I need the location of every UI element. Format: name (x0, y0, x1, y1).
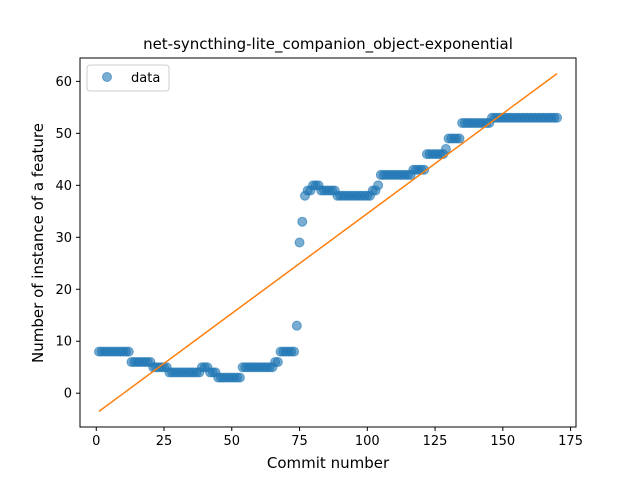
x-axis-ticks: 0 25 50 75 100 125 150 175 (92, 427, 583, 449)
x-tick-label-0: 0 (92, 434, 100, 449)
legend-label-data: data (131, 71, 160, 86)
y-tick-label-30: 30 (55, 231, 72, 246)
x-tick-label-50: 50 (224, 434, 241, 449)
y-tick-label-40: 40 (55, 179, 72, 194)
data-point-103 (373, 180, 384, 191)
data-point-133 (454, 133, 465, 144)
y-tick-label-10: 10 (55, 335, 72, 350)
data-point-52 (234, 372, 245, 383)
data-point-74 (294, 237, 305, 248)
fit-line (98, 72, 558, 413)
data-point-169 (552, 112, 563, 123)
x-tick-label-125: 125 (423, 434, 448, 449)
data-point-120 (419, 164, 430, 175)
data-point-72 (289, 346, 300, 357)
x-tick-label-25: 25 (156, 434, 173, 449)
legend: data (86, 64, 170, 92)
x-tick-label-175: 175 (558, 434, 583, 449)
chart-title: net-syncthing-lite_companion_object-expo… (143, 35, 513, 54)
y-axis-ticks: 0 10 20 30 40 50 60 (55, 75, 80, 402)
plot-frame (79, 57, 577, 428)
y-axis-label: Number of instance of a feature (29, 123, 47, 363)
x-tick-label-75: 75 (291, 434, 308, 449)
data-point-11 (123, 346, 134, 357)
series-layer (93, 72, 563, 413)
y-tick-label-60: 60 (55, 75, 72, 90)
data-point-66 (272, 357, 283, 368)
data-point-75 (297, 216, 308, 227)
legend-marker-data (102, 72, 112, 82)
x-tick-label-100: 100 (355, 434, 380, 449)
y-tick-label-0: 0 (64, 387, 72, 402)
data-point-73 (291, 320, 302, 331)
plot-area (79, 57, 577, 428)
data-point-128 (440, 143, 451, 154)
x-axis-label: Commit number (267, 454, 390, 472)
legend-frame (86, 64, 170, 92)
y-tick-label-20: 20 (55, 283, 72, 298)
x-tick-label-150: 150 (490, 434, 515, 449)
y-tick-label-50: 50 (55, 127, 72, 142)
